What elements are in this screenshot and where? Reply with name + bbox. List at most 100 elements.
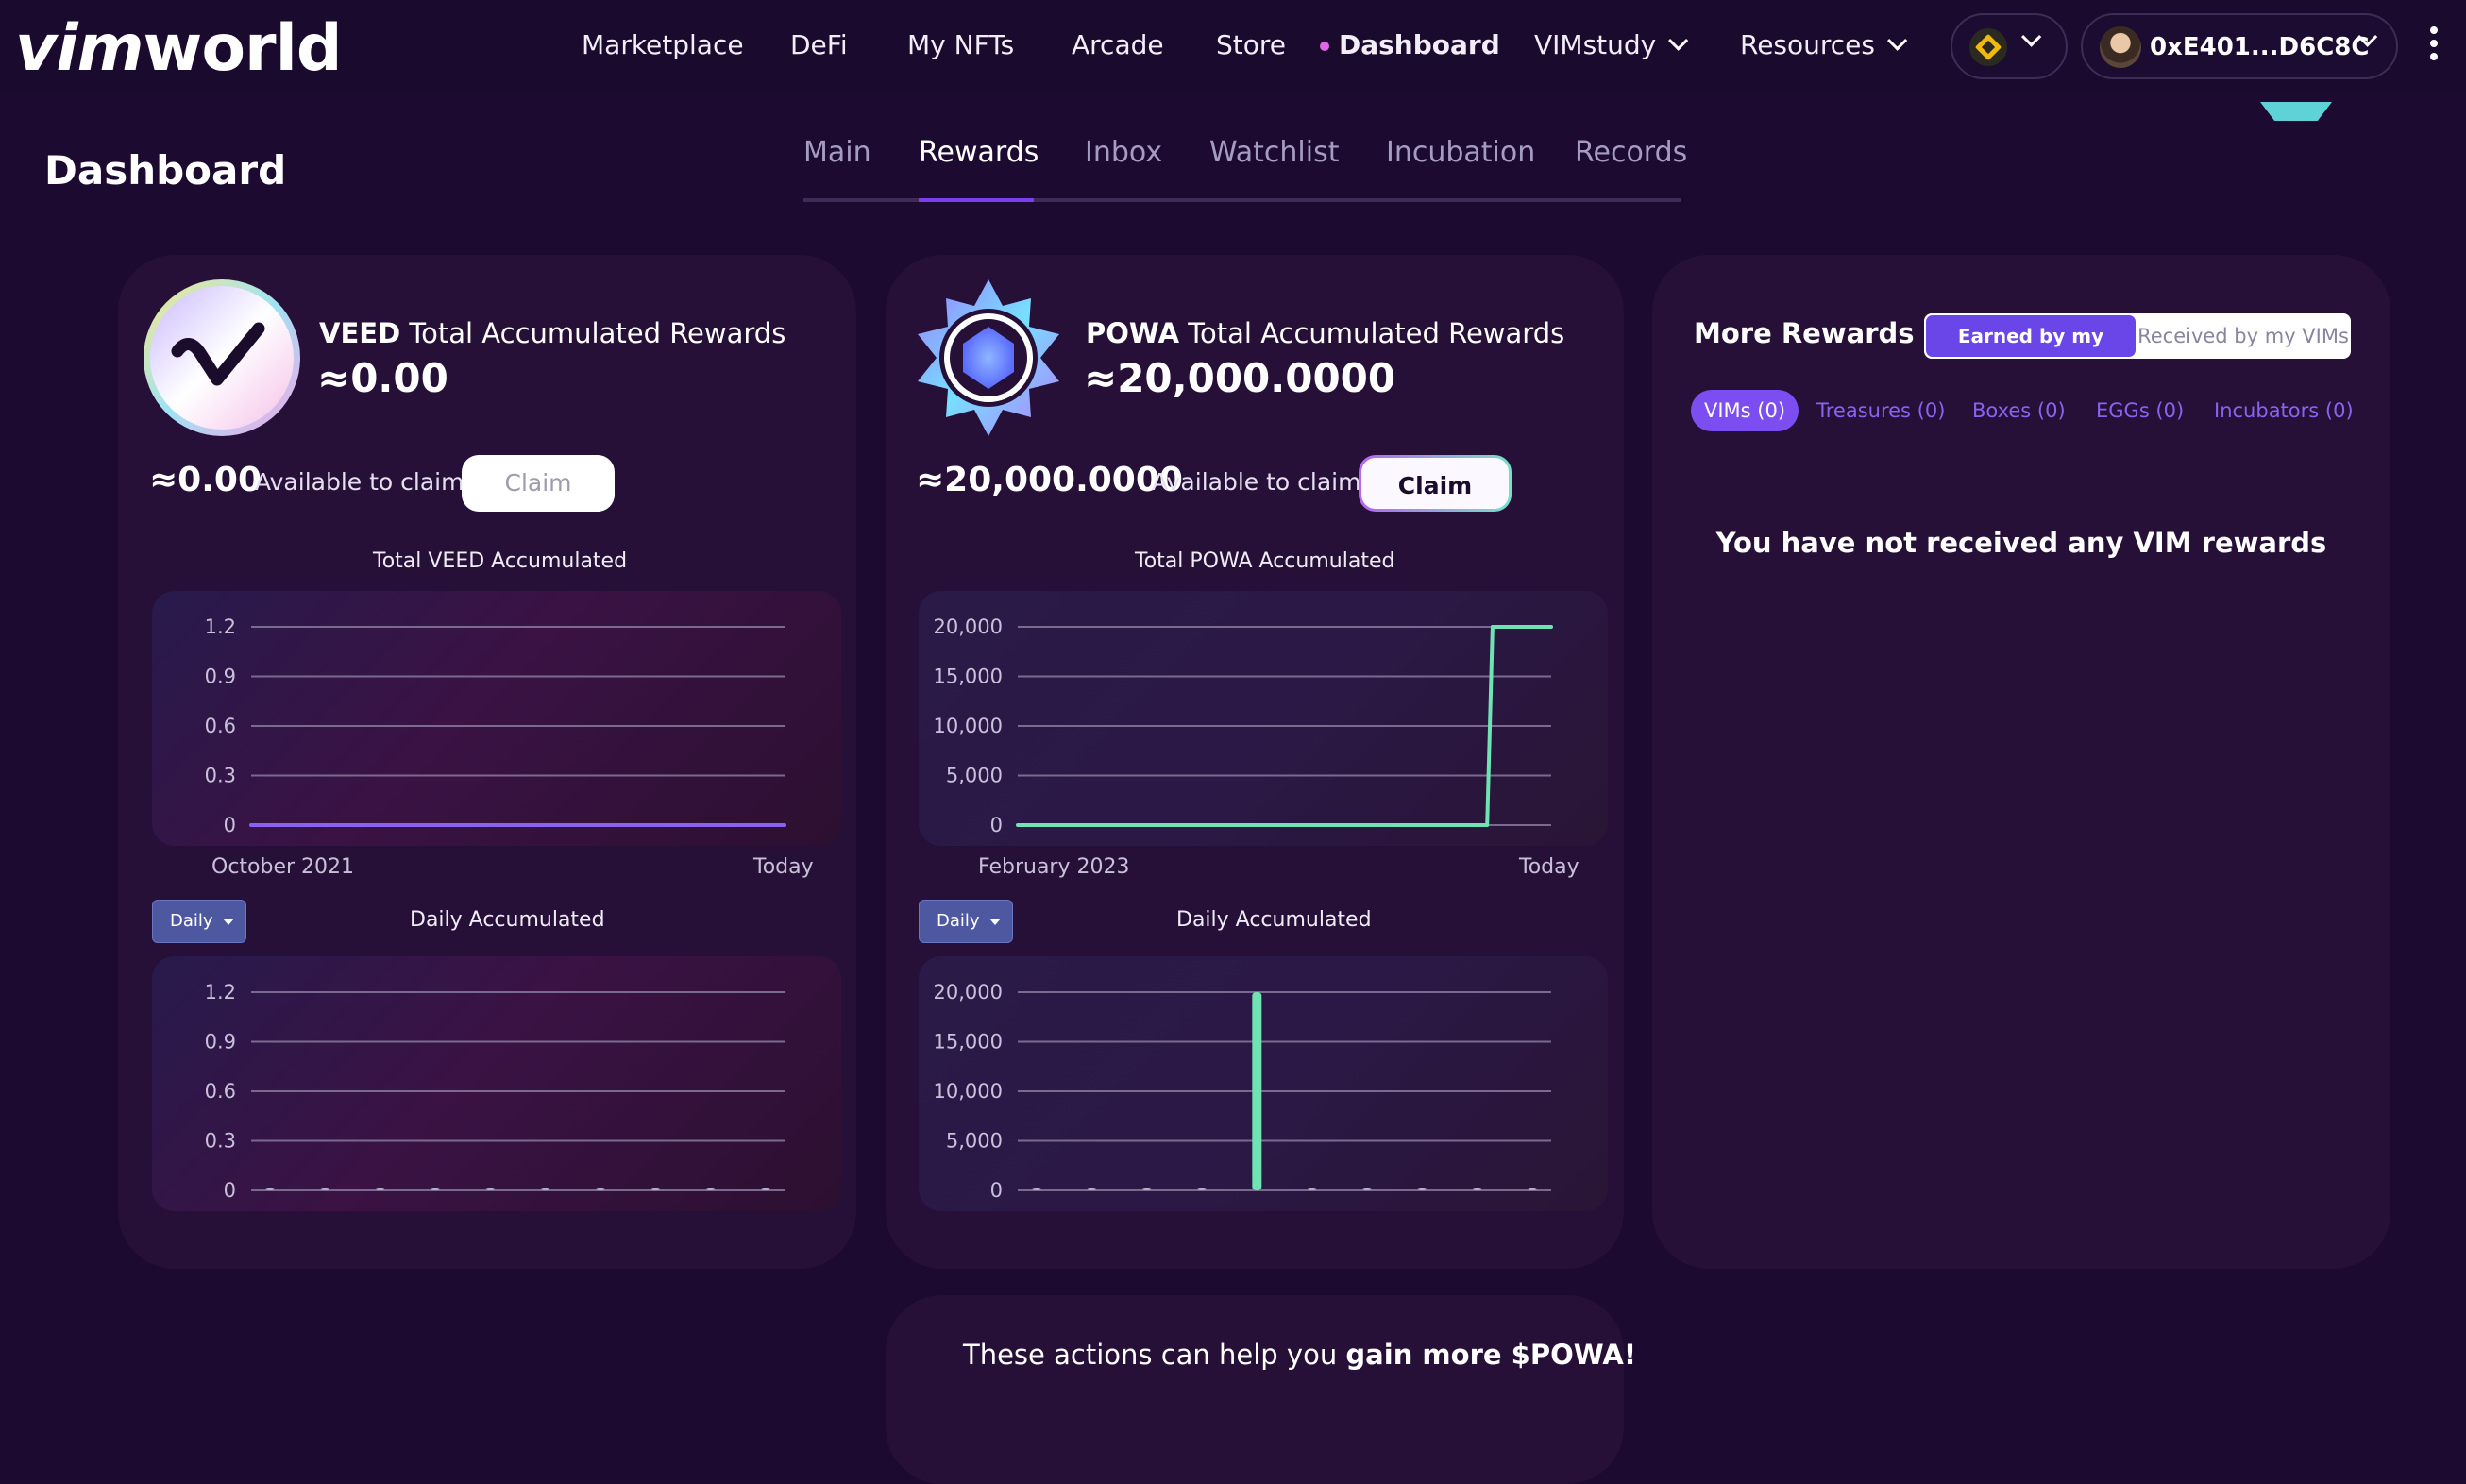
powa-available-label: Available to claim: [1152, 468, 1361, 496]
nav-my-nfts[interactable]: My NFTs: [907, 29, 1015, 60]
veed-daily-y-tick-label: 0.9: [205, 1031, 236, 1054]
active-indicator-dot: [1320, 42, 1329, 51]
powa-daily-bar: [1307, 1188, 1317, 1190]
veed-total-y-tick-label: 1.2: [205, 616, 236, 638]
veed-total-chart: 1.2 0.9 0.6 0.3 0: [152, 591, 841, 846]
nav-resources[interactable]: Resources: [1740, 25, 1908, 66]
powa-daily-bar: [1087, 1188, 1097, 1190]
earned-by-wallet-tab[interactable]: Earned by my wallet: [1926, 315, 2136, 357]
powa-daily-chart: 20,000 15,000 10,000 5,000 0: [919, 956, 1608, 1211]
powa-daily-chart-svg: 20,000 15,000 10,000 5,000 0: [934, 981, 1551, 1202]
veed-daily-bar: [596, 1188, 605, 1190]
powa-daily-bar: [1252, 992, 1262, 1190]
filter-vims[interactable]: VIMs (0): [1691, 390, 1799, 431]
tab-rewards[interactable]: Rewards: [919, 136, 1039, 169]
chevron-down-icon: [2021, 26, 2042, 47]
veed-daily-label: Daily: [170, 911, 213, 931]
tab-records[interactable]: Records: [1575, 136, 1688, 169]
tab-watchlist[interactable]: Watchlist: [1209, 136, 1340, 169]
tab-incubation[interactable]: Incubation: [1386, 136, 1536, 169]
veed-title: VEED Total Accumulated Rewards: [319, 317, 785, 349]
avatar: [2100, 26, 2141, 68]
filter-treasures[interactable]: Treasures (0): [1816, 399, 1946, 422]
nav-dashboard[interactable]: Dashboard: [1339, 29, 1500, 60]
actions-card-text: These actions can help you gain more $PO…: [963, 1339, 1636, 1371]
veed-daily-y-tick-label: 0: [224, 1179, 236, 1202]
tab-inbox[interactable]: Inbox: [1085, 136, 1163, 169]
chevron-down-icon: [1668, 30, 1689, 51]
network-selector[interactable]: [1951, 13, 2068, 79]
veed-daily-bar: [431, 1188, 440, 1190]
powa-chart-start-label: February 2023: [978, 855, 1130, 879]
veed-total-y-tick-label: 0.9: [205, 666, 236, 688]
veed-daily-bar: [540, 1188, 550, 1190]
veed-available-label: Available to claim: [255, 468, 464, 496]
powa-total-y-tick-label: 15,000: [934, 666, 1003, 688]
powa-total-y-tick-label: 10,000: [934, 715, 1003, 737]
veed-claim-button[interactable]: Claim: [462, 455, 615, 512]
actions-text-pre: These actions can help you: [963, 1339, 1346, 1371]
veed-daily-bar: [485, 1188, 496, 1190]
powa-daily-label: Daily: [937, 911, 980, 931]
rewards-source-toggle: Earned by my wallet Received by my VIMs: [1924, 313, 2351, 359]
more-menu-icon[interactable]: [2430, 26, 2438, 68]
empty-state-message: You have not received any VIM rewards: [1715, 527, 2327, 559]
filter-incubators[interactable]: Incubators (0): [2214, 399, 2354, 422]
veed-daily-bar: [265, 1188, 275, 1190]
veed-chart-title: Total VEED Accumulated: [373, 549, 628, 573]
actions-text-bold: gain more $POWA!: [1345, 1339, 1637, 1371]
vimworld-logo[interactable]: vimworld: [15, 11, 343, 86]
powa-daily-bar: [1141, 1188, 1152, 1190]
veed-daily-chart: 1.2 0.9 0.6 0.3 0: [152, 956, 841, 1211]
veed-daily-bar: [650, 1188, 661, 1190]
powa-total-y-tick-label: 0: [990, 814, 1003, 836]
powa-daily-dropdown[interactable]: Daily: [919, 900, 1013, 943]
veed-total-y-tick-label: 0.3: [205, 765, 236, 787]
nav-vimstudy[interactable]: VIMstudy: [1534, 25, 1689, 66]
powa-daily-y-tick-label: 0: [990, 1179, 1003, 1202]
nav-arcade[interactable]: Arcade: [1072, 29, 1164, 60]
veed-total: ≈0.00: [317, 355, 448, 401]
powa-daily-bar: [1032, 1188, 1041, 1190]
veed-token-icon: [144, 279, 300, 436]
subtabs-track: [803, 198, 1681, 202]
notification-tab[interactable]: [2260, 102, 2332, 121]
powa-token-icon: [918, 279, 1059, 436]
powa-daily-bar: [1362, 1188, 1372, 1190]
wallet-address: 0xE401...D6C8C: [2150, 33, 2370, 61]
veed-daily-y-tick-label: 0.3: [205, 1130, 236, 1153]
nav-defi[interactable]: DeFi: [790, 29, 848, 60]
veed-total-chart-svg: 1.2 0.9 0.6 0.3 0: [205, 616, 786, 836]
veed-daily-bar: [705, 1188, 716, 1190]
caret-down-icon: [222, 918, 234, 925]
powa-daily-bar: [1472, 1188, 1482, 1190]
powa-total-y-tick-label: 20,000: [934, 616, 1003, 638]
filter-boxes[interactable]: Boxes (0): [1972, 399, 2066, 422]
nav-resources-label: Resources: [1740, 29, 1875, 60]
top-nav: vimworld Marketplace DeFi My NFTs Arcade…: [0, 0, 2466, 94]
tab-main[interactable]: Main: [803, 136, 871, 169]
veed-daily-y-tick-label: 1.2: [205, 981, 236, 1003]
powa-claim-button[interactable]: Claim: [1359, 455, 1512, 512]
filter-eggs[interactable]: EGGs (0): [2096, 399, 2185, 422]
powa-title: POWA Total Accumulated Rewards: [1086, 317, 1564, 349]
powa-token-name: POWA: [1086, 317, 1180, 349]
powa-daily-y-tick-label: 10,000: [934, 1080, 1003, 1103]
powa-total-chart-svg: 20,000 15,000 10,000 5,000 0: [934, 616, 1553, 836]
veed-daily-bar: [761, 1188, 770, 1190]
bnb-chain-icon: [1969, 28, 2007, 66]
veed-token-name: VEED: [319, 317, 401, 349]
nav-marketplace[interactable]: Marketplace: [582, 29, 744, 60]
nav-vimstudy-label: VIMstudy: [1534, 29, 1657, 60]
actions-card: [886, 1295, 1624, 1484]
powa-chart-end-label: Today: [1519, 855, 1579, 879]
veed-daily-title: Daily Accumulated: [410, 908, 605, 932]
nav-store[interactable]: Store: [1216, 29, 1287, 60]
subtab-active-underline: [919, 198, 1034, 202]
powa-daily-bar: [1197, 1188, 1207, 1190]
veed-daily-y-tick-label: 0.6: [205, 1080, 236, 1103]
veed-daily-dropdown[interactable]: Daily: [152, 900, 246, 943]
powa-daily-y-tick-label: 20,000: [934, 981, 1003, 1003]
received-by-vims-tab[interactable]: Received by my VIMs: [2137, 325, 2349, 347]
veed-chart-end-label: Today: [753, 855, 814, 879]
